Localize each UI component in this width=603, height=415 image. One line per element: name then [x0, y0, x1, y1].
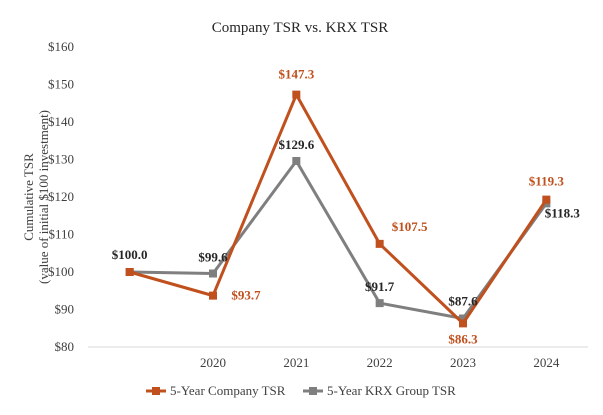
y-tick-label: $90 — [55, 302, 75, 317]
y-tick-label: $100 — [48, 264, 74, 279]
y-axis-label-line-2: (value of initial $100 investment) — [36, 110, 51, 284]
legend: 5-Year Company TSR 5-Year KRX Group TSR — [146, 383, 456, 398]
data-label: $91.7 — [365, 279, 395, 294]
y-tick-label: $150 — [48, 77, 74, 92]
x-tick-label: 2022 — [367, 355, 393, 370]
y-tick-label: $120 — [48, 189, 74, 204]
data-label: $118.3 — [545, 205, 581, 220]
series-1-point — [459, 314, 467, 323]
legend-label: 5-Year KRX Group TSR — [327, 383, 456, 398]
series-1-point — [209, 269, 217, 278]
series-0-point — [209, 291, 217, 300]
series-0-point — [542, 195, 551, 204]
x-tick-label: 2021 — [283, 355, 309, 370]
series-0-point — [292, 90, 301, 99]
data-label: $100.0 — [112, 247, 148, 262]
y-axis-ticks: $80 $90 $100 $110 $120 $130 $140 $150 $160 — [48, 39, 74, 354]
data-label: $119.3 — [529, 174, 565, 189]
series-0-point — [125, 268, 134, 276]
legend-swatch-marker — [309, 387, 317, 395]
series-line-1 — [129, 159, 548, 320]
x-axis-ticks: 2020 2021 2022 2023 2024 — [200, 355, 560, 370]
y-tick-label: $130 — [48, 152, 74, 167]
data-label-layer: $100.0 $93.7 $147.3 $107.5 $86.3 $119.3 $99.6 $… — [112, 67, 581, 347]
series-1-point — [375, 299, 384, 308]
data-label: $147.3 — [278, 67, 314, 82]
chart-title: Company TSR vs. KRX TSR — [212, 20, 389, 36]
y-axis-label-line-1: Cumulative TSR — [21, 153, 36, 241]
data-label: $99.6 — [198, 250, 228, 265]
data-label: $93.7 — [231, 288, 261, 303]
series-1-point — [292, 157, 301, 165]
legend-swatch-marker — [152, 387, 160, 395]
legend-label: 5-Year Company TSR — [170, 383, 286, 398]
series-0-point — [375, 239, 384, 248]
y-tick-label: $80 — [55, 339, 75, 354]
y-tick-label: $110 — [48, 227, 74, 242]
data-label: $86.3 — [448, 331, 478, 346]
x-tick-label: 2023 — [450, 355, 476, 370]
y-tick-label: $140 — [48, 114, 74, 129]
series-line-0 — [129, 93, 548, 325]
series-0-point — [459, 319, 467, 328]
x-tick-label: 2024 — [533, 355, 560, 370]
y-axis-label: Cumulative TSR (value of initial $100 in… — [21, 110, 51, 284]
data-label: $107.5 — [392, 219, 428, 234]
data-label: $87.6 — [448, 294, 478, 309]
series-layer — [125, 90, 551, 328]
x-tick-label: 2020 — [200, 355, 226, 370]
y-tick-label: $160 — [48, 39, 74, 54]
data-label: $129.6 — [278, 137, 314, 152]
